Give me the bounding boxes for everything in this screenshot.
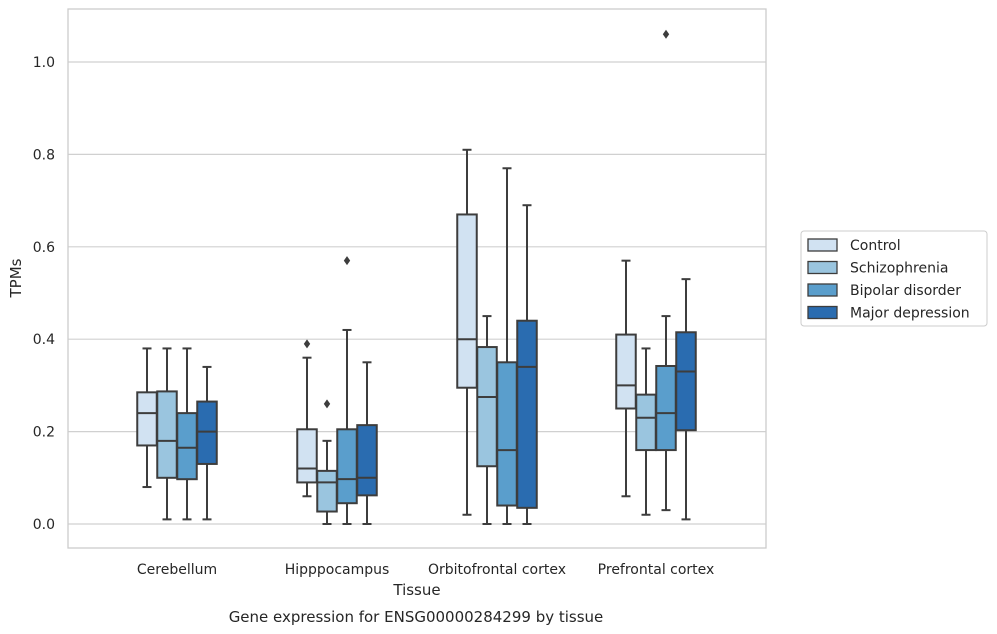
outlier-point <box>323 399 331 409</box>
box-major-depression <box>675 278 697 521</box>
y-tick-label: 0.6 <box>33 240 55 256</box>
x-tick-label: Orbitofrontal cortex <box>428 562 566 578</box>
box-iqr <box>655 364 677 452</box>
y-tick-label: 1.0 <box>33 55 55 71</box>
box-iqr <box>615 333 637 410</box>
legend-swatch <box>807 238 838 252</box>
y-tick-label: 0.8 <box>33 147 55 163</box>
y-tick-label: 0.0 <box>33 517 55 533</box>
box-iqr <box>456 213 478 389</box>
box-bipolar-disorder <box>655 29 677 512</box>
legend: Control Schizophrenia Bipolar disorder Majo… <box>800 230 988 327</box>
box-iqr <box>476 346 498 468</box>
box-bipolar-disorder <box>336 256 358 525</box>
y-tick-label: 0.4 <box>33 332 55 348</box>
legend-swatch <box>807 283 838 297</box>
box-bipolar-disorder <box>176 347 198 521</box>
box-control <box>136 347 158 489</box>
x-tick-label: Prefrontal cortex <box>598 562 715 578</box>
box-iqr <box>675 331 697 432</box>
box-iqr <box>296 428 318 484</box>
outlier-point <box>303 339 311 349</box>
legend-label: Control <box>850 238 901 254</box>
box-iqr <box>356 424 378 497</box>
box-bipolar-disorder <box>496 167 518 525</box>
legend-frame <box>800 230 988 327</box>
y-axis-label: TPMs <box>7 258 25 298</box>
y-axis-ticks: 0.0 0.2 0.4 0.6 0.8 1.0 <box>33 55 55 533</box>
chart-caption: Gene expression for ENSG00000284299 by t… <box>229 608 604 626</box>
legend-swatch <box>807 260 838 275</box>
box-iqr <box>635 393 657 452</box>
x-axis-ticks: Cerebellum Hipppocampus Orbitofrontal cort… <box>137 562 714 578</box>
plot-area-frame <box>67 8 767 549</box>
box-control <box>296 339 318 498</box>
box-control <box>456 148 478 516</box>
legend-item: Schizophrenia <box>807 260 948 277</box>
box-iqr <box>496 361 518 507</box>
box-major-depression <box>196 365 218 521</box>
box-schizophrenia <box>316 399 338 525</box>
box-iqr <box>336 428 358 505</box>
x-tick-label: Hipppocampus <box>285 562 390 578</box>
legend-item: Control <box>807 238 901 254</box>
y-tick-label: 0.2 <box>33 425 55 441</box>
legend-swatch <box>807 305 838 320</box>
x-tick-label: Cerebellum <box>137 562 217 578</box>
box-schizophrenia <box>635 347 657 516</box>
legend-label: Major depression <box>850 306 970 322</box>
box-schizophrenia <box>476 315 498 525</box>
outlier-point <box>662 29 670 39</box>
legend-item: Major depression <box>807 305 970 322</box>
box-major-depression <box>516 204 538 525</box>
x-axis-label: Tissue <box>392 581 440 599</box>
box-series <box>136 29 697 525</box>
legend-item: Bipolar disorder <box>807 283 961 299</box>
box-control <box>615 259 637 498</box>
box-iqr <box>516 319 538 509</box>
legend-label: Schizophrenia <box>850 261 948 277</box>
box-major-depression <box>356 361 378 525</box>
legend-label: Bipolar disorder <box>850 283 961 299</box>
box-iqr <box>176 412 198 481</box>
box-schizophrenia <box>156 347 178 521</box>
outlier-point <box>343 256 351 266</box>
box-iqr <box>136 391 158 447</box>
box-iqr <box>196 400 218 465</box>
box-iqr <box>156 390 178 479</box>
box-iqr <box>316 469 338 513</box>
